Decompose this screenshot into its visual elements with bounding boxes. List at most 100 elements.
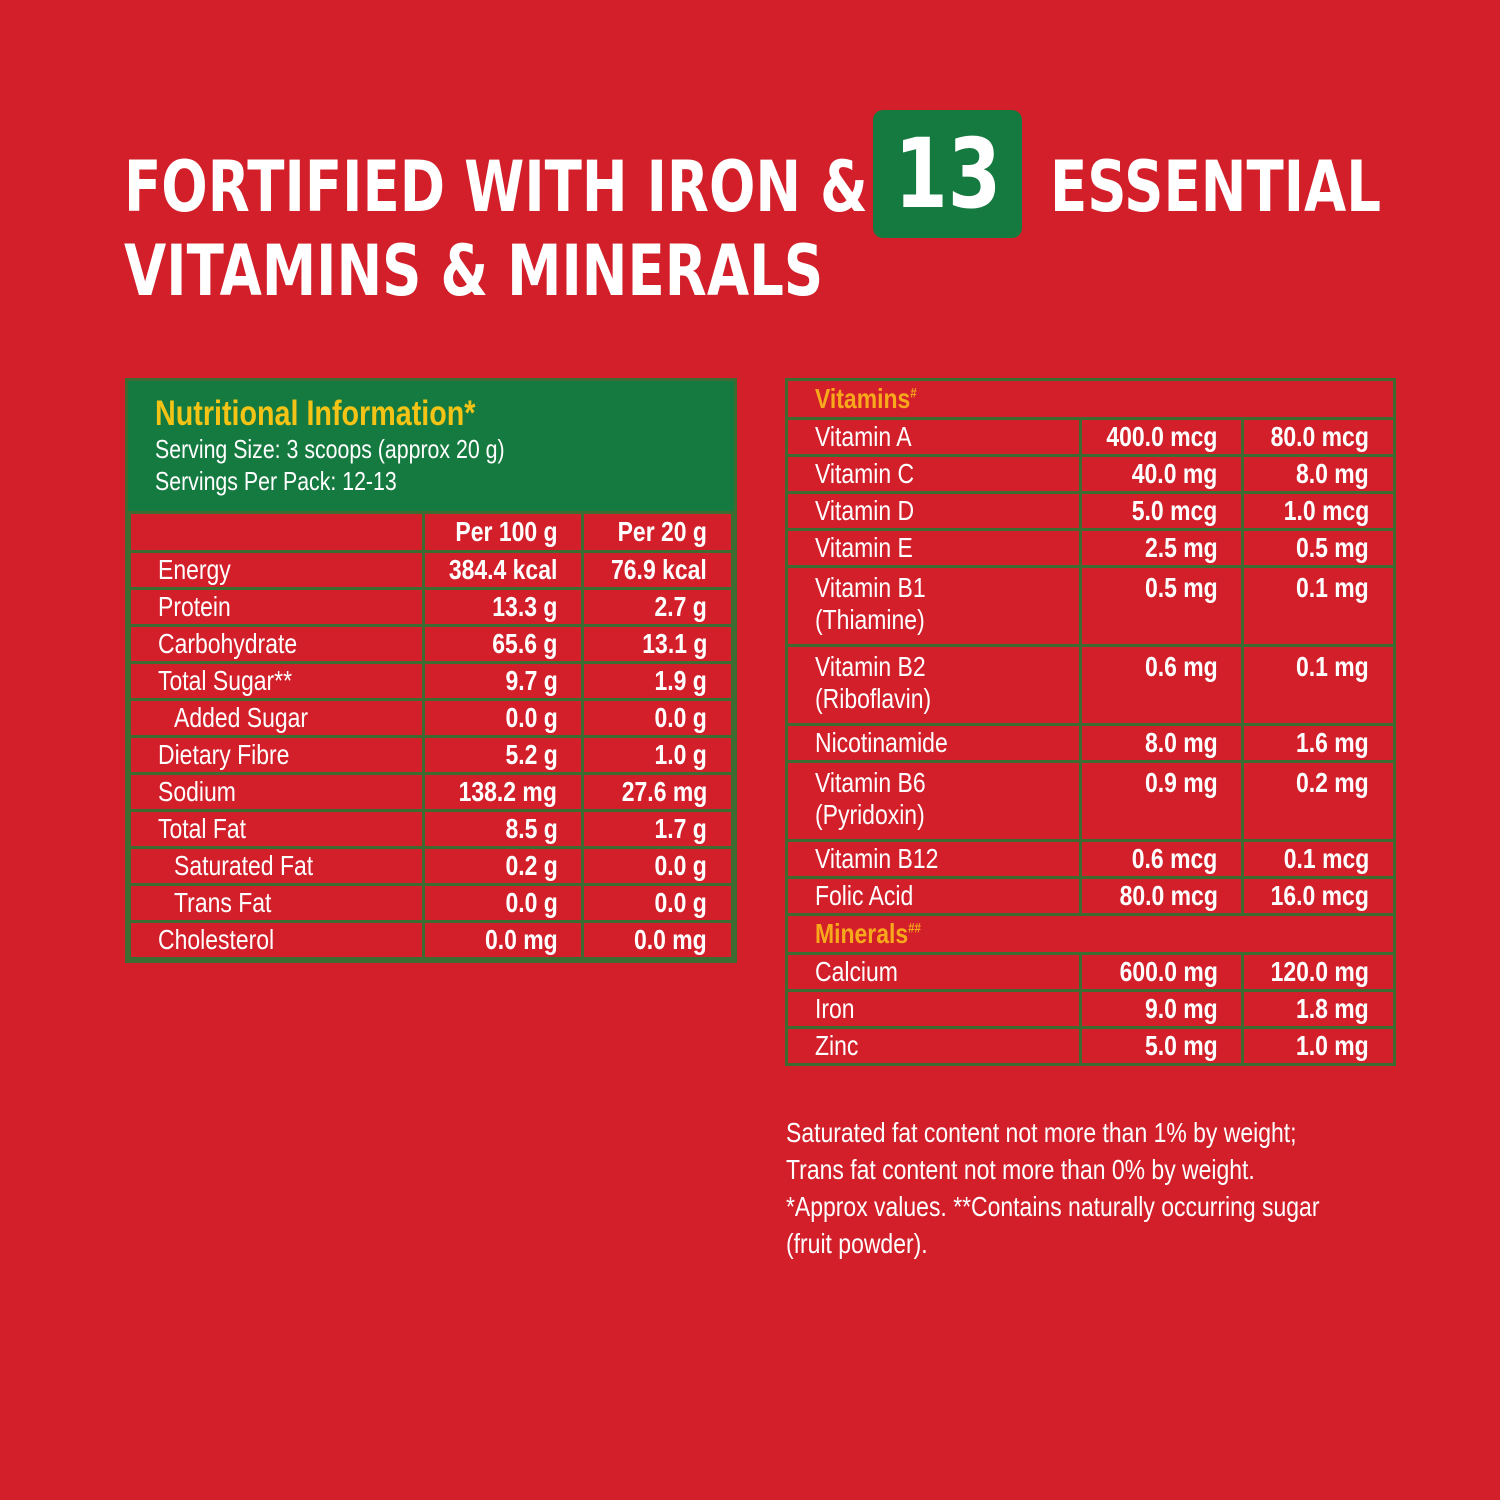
nutrient-label: Trans Fat	[174, 887, 272, 918]
minerals-mark: ##	[908, 919, 921, 936]
table-row: Folic Acid 80.0 mcg 16.0 mcg	[785, 876, 1396, 916]
footnote-line: Saturated fat content not more than 1% b…	[786, 1114, 1437, 1151]
value: 1.9 g	[654, 665, 707, 696]
nutrient-label-secondary: (Riboflavin)	[815, 683, 932, 714]
table-row: Added Sugar 0.0 g 0.0 g	[128, 698, 734, 738]
nutrient-label: Folic Acid	[815, 880, 914, 911]
nutrient-name: Sodium	[128, 772, 425, 812]
nutrient-name: Vitamin C	[785, 454, 1082, 494]
nutrient-name: Zinc	[785, 1026, 1082, 1066]
value: 120.0 mg	[1270, 956, 1369, 987]
servings-per-pack: Servings Per Pack: 12-13	[155, 466, 397, 496]
nutrient-label: Cholesterol	[158, 924, 275, 955]
value: 8.5 g	[505, 813, 558, 844]
value-per-100g: 8.0 mg	[1078, 723, 1245, 763]
table-row: Calcium 600.0 mg 120.0 mg	[785, 952, 1396, 992]
value-per-20g: 0.1 mg	[1241, 565, 1396, 647]
vitamins-label: Vitamins	[815, 383, 911, 414]
value: 2.5 mg	[1144, 532, 1218, 563]
footnote-line: *Approx values. **Contains naturally occ…	[786, 1188, 1437, 1225]
value-per-100g: 40.0 mg	[1078, 454, 1245, 494]
nutrient-label: Nicotinamide	[815, 727, 948, 758]
nutrient-name: Trans Fat	[128, 883, 425, 923]
headline-line-1-end: ESSENTIAL	[1050, 146, 1382, 228]
nutrient-name: Dietary Fibre	[128, 735, 425, 775]
value-per-20g: 76.9 kcal	[581, 550, 734, 590]
value: 0.0 mg	[484, 924, 558, 955]
table-row: Protein 13.3 g 2.7 g	[128, 587, 734, 627]
nutrient-label-secondary: (Pyridoxin)	[815, 799, 925, 830]
table-row: Saturated Fat 0.2 g 0.0 g	[128, 846, 734, 886]
value: 0.1 mcg	[1283, 843, 1369, 874]
value-per-20g: 0.2 mg	[1241, 760, 1396, 842]
nutrient-name: Energy	[128, 550, 425, 590]
table-row: Vitamin B6 (Pyridoxin) 0.9 mg 0.2 mg	[785, 760, 1396, 842]
value: 1.0 g	[654, 739, 707, 770]
value-per-20g: 0.5 mg	[1241, 528, 1396, 568]
nutrient-name: Saturated Fat	[128, 846, 425, 886]
value-per-20g: 120.0 mg	[1241, 952, 1396, 992]
table-row: Vitamin B1 (Thiamine) 0.5 mg 0.1 mg	[785, 565, 1396, 647]
nutrient-name: Total Sugar**	[128, 661, 425, 701]
value: 0.0 g	[654, 887, 707, 918]
value: 80.0 mcg	[1270, 421, 1369, 452]
value: 2.7 g	[654, 591, 707, 622]
value: 0.2 g	[505, 850, 558, 881]
value-per-20g: 1.0 mg	[1241, 1026, 1396, 1066]
nutrient-label: Protein	[158, 591, 231, 622]
nutrient-label: Sodium	[158, 776, 236, 807]
footnote-line: (fruit powder).	[786, 1225, 1437, 1262]
vitamins-section-label: Vitamins#	[785, 378, 1396, 420]
footnote-text: *Approx values. **Contains naturally occ…	[786, 1191, 1320, 1222]
table-row: Sodium 138.2 mg 27.6 mg	[128, 772, 734, 812]
value-per-100g: 0.9 mg	[1078, 760, 1245, 842]
value: 0.0 g	[505, 887, 558, 918]
value: 8.0 mg	[1296, 458, 1369, 489]
value: 0.0 g	[505, 702, 558, 733]
value: 27.6 mg	[621, 776, 707, 807]
nutrient-name: Vitamin B12	[785, 839, 1082, 879]
value: 0.0 mg	[634, 924, 707, 955]
value: 5.0 mcg	[1131, 495, 1218, 526]
nutrient-label: Vitamin B12	[815, 843, 939, 874]
value-per-100g: 8.5 g	[421, 809, 585, 849]
nutrition-table: Nutritional Information* Serving Size: 3…	[125, 378, 737, 963]
value: 13.3 g	[492, 591, 558, 622]
table-row: Dietary Fibre 5.2 g 1.0 g	[128, 735, 734, 775]
nutrient-name: Cholesterol	[128, 920, 425, 960]
value-per-100g: 384.4 kcal	[421, 550, 585, 590]
value-per-100g: 0.6 mcg	[1078, 839, 1245, 879]
value: 0.0 g	[654, 702, 707, 733]
nutrient-name: Vitamin B6 (Pyridoxin)	[785, 760, 1082, 842]
value: 9.0 mg	[1144, 993, 1218, 1024]
value-per-20g: 1.0 g	[581, 735, 734, 775]
value-per-20g: 0.0 g	[581, 883, 734, 923]
value-per-100g: 5.0 mg	[1078, 1026, 1245, 1066]
value-per-100g: 65.6 g	[421, 624, 585, 664]
nutrient-label: Calcium	[815, 956, 898, 987]
value: 0.2 mg	[1296, 767, 1369, 798]
nutrition-header: Nutritional Information* Serving Size: 3…	[128, 381, 734, 511]
minerals-label: Minerals	[815, 918, 909, 949]
header-blank	[128, 511, 425, 553]
footnotes: Saturated fat content not more than 1% b…	[786, 1114, 1437, 1262]
nutrient-name: Vitamin A	[785, 417, 1082, 457]
value-per-100g: 9.0 mg	[1078, 989, 1245, 1029]
table-row: Energy 384.4 kcal 76.9 kcal	[128, 550, 734, 590]
vitamins-section-row: Vitamins#	[785, 378, 1396, 420]
value: 0.6 mcg	[1131, 843, 1218, 874]
headline-line-2: VITAMINS & MINERALS	[124, 230, 824, 312]
value-per-20g: 80.0 mcg	[1241, 417, 1396, 457]
value-per-100g: 0.0 g	[421, 883, 585, 923]
value-per-20g: 0.1 mcg	[1241, 839, 1396, 879]
section-title: Vitamins#	[815, 383, 917, 415]
minerals-section-label: Minerals##	[785, 913, 1396, 955]
table-row: Vitamin B12 0.6 mcg 0.1 mcg	[785, 839, 1396, 879]
table-row: Total Fat 8.5 g 1.7 g	[128, 809, 734, 849]
value-per-20g: 27.6 mg	[581, 772, 734, 812]
header-per-20g: Per 20 g	[581, 511, 734, 553]
headline-line-1: FORTIFIED WITH IRON &	[124, 146, 868, 228]
value: 0.0 g	[654, 850, 707, 881]
value-per-100g: 0.5 mg	[1078, 565, 1245, 647]
value: 5.2 g	[505, 739, 558, 770]
